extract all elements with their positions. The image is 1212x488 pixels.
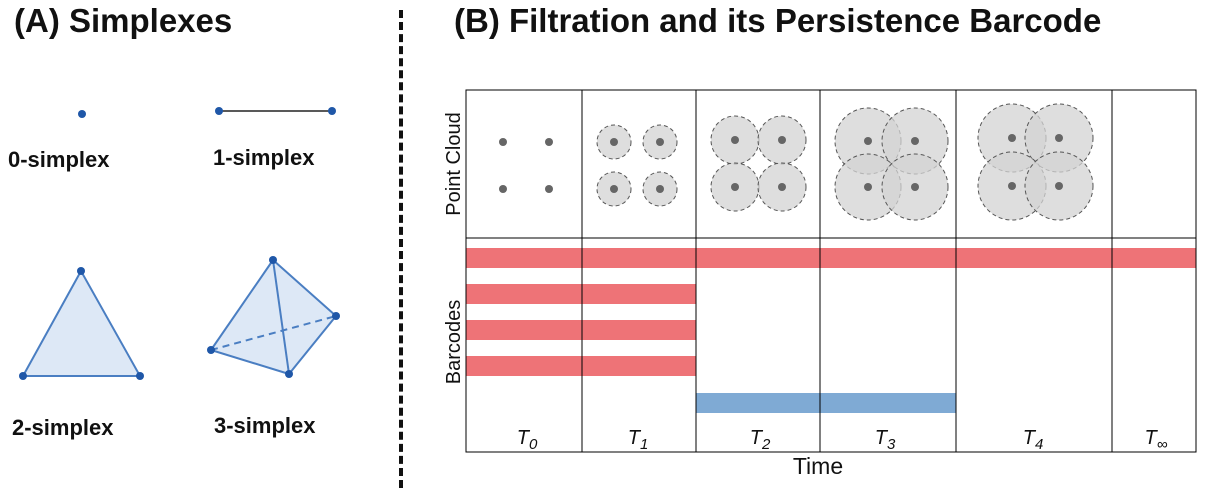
1-simplex-vertex: [328, 107, 336, 115]
cloud-point: [499, 138, 507, 146]
point-cloud-row-label: Point Cloud: [443, 112, 465, 215]
3-simplex-label: 3-simplex: [214, 413, 316, 438]
cloud-point: [864, 183, 872, 191]
2-simplex-vertex: [136, 372, 144, 380]
time-step-label: T3: [875, 427, 896, 453]
barcodes-row-label: Barcodes: [443, 300, 465, 385]
h1-bar: [696, 393, 956, 413]
time-step-label: T4: [1023, 427, 1044, 453]
0-simplex-label: 0-simplex: [8, 147, 110, 172]
2-simplex-vertex: [77, 267, 85, 275]
cloud-point: [731, 183, 739, 191]
1-simplex-label: 1-simplex: [213, 145, 315, 170]
2-simplex-label: 2-simplex: [12, 415, 114, 440]
3-simplex-vertex: [269, 256, 277, 264]
cloud-point: [1055, 182, 1063, 190]
point-cloud-row: [499, 103, 1094, 221]
3-simplex-vertex: [285, 370, 293, 378]
time-step-label: T1: [628, 427, 649, 453]
panel-divider: [399, 10, 403, 488]
barcode-row: [466, 248, 1196, 413]
cloud-point: [731, 136, 739, 144]
3-simplex-vertex: [207, 346, 215, 354]
cloud-point: [911, 137, 919, 145]
3-simplex-vertex: [332, 312, 340, 320]
0-simplex-vertex: [78, 110, 86, 118]
h0-bar: [466, 248, 1196, 268]
time-labels: T0 T1 T2 T3 T4 T∞: [517, 427, 1168, 453]
time-step-label: T2: [750, 427, 771, 453]
time-step-label: T∞: [1145, 427, 1168, 453]
3-simplex-edges: [210, 259, 337, 375]
cloud-point: [1008, 134, 1016, 142]
h0-bar: [466, 320, 696, 340]
cloud-point: [610, 138, 618, 146]
panel-b-title: (B) Filtration and its Persistence Barco…: [454, 2, 1102, 39]
h0-bar: [466, 284, 696, 304]
time-step-label: T0: [517, 427, 538, 453]
cloud-point: [1008, 182, 1016, 190]
grid-lines: [465, 89, 1197, 453]
cloud-point: [499, 185, 507, 193]
h0-bar: [466, 356, 696, 376]
1-simplex-vertex: [215, 107, 223, 115]
cloud-point: [656, 138, 664, 146]
2-simplex-face: [21, 268, 142, 377]
panel-a-title: (A) Simplexes: [14, 2, 233, 39]
cloud-point: [545, 138, 553, 146]
x-axis-label: Time: [793, 453, 843, 479]
2-simplex-vertex: [19, 372, 27, 380]
simplexes-figure: [19, 107, 340, 380]
cloud-point: [545, 185, 553, 193]
cloud-point: [864, 137, 872, 145]
cloud-point: [1055, 134, 1063, 142]
cloud-point: [610, 185, 618, 193]
cloud-point: [656, 185, 664, 193]
cloud-point: [778, 136, 786, 144]
cloud-point: [778, 183, 786, 191]
plot-frame: [465, 89, 1197, 453]
cloud-point: [911, 183, 919, 191]
